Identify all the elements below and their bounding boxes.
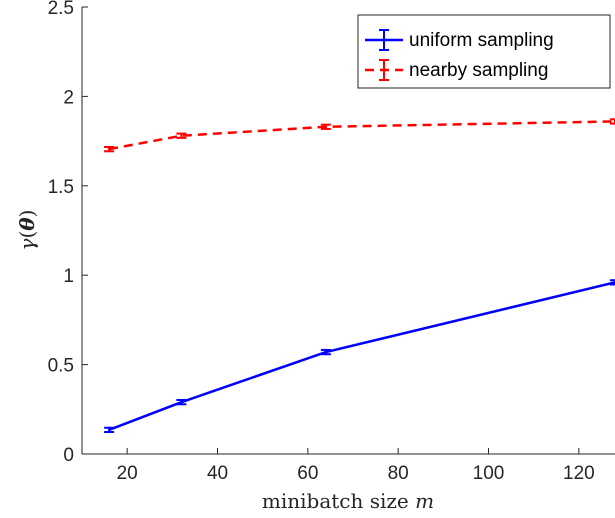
data-point <box>108 148 110 150</box>
x-tick-label: 40 <box>207 463 228 484</box>
data-point <box>108 429 110 431</box>
x-tick-label: 120 <box>563 463 595 484</box>
x-tick-label: 20 <box>117 463 138 484</box>
y-tick-label: 2 <box>63 87 74 108</box>
legend-label: uniform sampling <box>409 30 554 51</box>
y-tick-label: 2.5 <box>48 0 74 19</box>
legend-entry-uniform: uniform sampling <box>365 29 554 51</box>
x-axis-label-text: minibatch size <box>262 489 415 513</box>
data-point <box>325 126 327 128</box>
legend: uniform sampling nearby sampling <box>357 14 611 89</box>
y-axis-label: γ(θ) <box>15 210 39 251</box>
x-axis-label-var: m <box>415 489 434 513</box>
series-layer <box>104 118 615 434</box>
y-axis-label-theta: θ <box>15 217 39 231</box>
tick-layer: 20 40 60 80 100 120 0 0.5 1 1.5 2 2.5 <box>48 0 595 484</box>
y-tick-label: 0 <box>63 445 74 466</box>
x-axis-label: minibatch size m <box>262 489 434 513</box>
y-tick-label: 0.5 <box>48 356 74 377</box>
y-axis-label-close: ) <box>15 210 39 218</box>
data-point <box>325 351 327 353</box>
x-tick-label: 100 <box>473 463 505 484</box>
data-point <box>180 401 182 403</box>
error-bar <box>610 279 615 286</box>
y-tick-label: 1 <box>63 266 74 287</box>
data-point <box>180 135 182 137</box>
x-tick-label: 80 <box>388 463 409 484</box>
y-tick-label: 1.5 <box>48 177 74 198</box>
y-axis-label-gamma: γ <box>15 238 39 250</box>
legend-label: nearby sampling <box>409 60 548 81</box>
series-line-uniform <box>108 281 615 432</box>
x-tick-label: 60 <box>297 463 318 484</box>
legend-entry-nearby: nearby sampling <box>365 59 548 81</box>
series-line-nearby <box>108 120 615 151</box>
legend-box <box>357 14 611 89</box>
y-axis-label-open: ( <box>15 231 39 239</box>
error-bar <box>610 118 615 125</box>
axes-frame <box>81 7 615 455</box>
